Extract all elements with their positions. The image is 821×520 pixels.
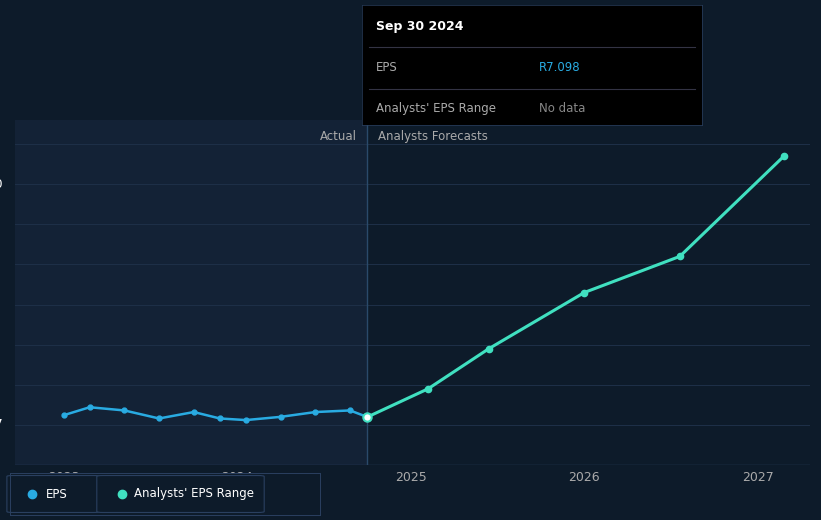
Text: R7.098: R7.098 <box>539 61 580 74</box>
FancyBboxPatch shape <box>97 475 264 513</box>
Text: Analysts' EPS Range: Analysts' EPS Range <box>134 488 254 500</box>
Bar <box>15 120 367 465</box>
Text: Actual: Actual <box>320 129 357 142</box>
Text: Sep 30 2024: Sep 30 2024 <box>375 20 463 33</box>
Text: R10: R10 <box>0 178 3 191</box>
Text: No data: No data <box>539 102 585 115</box>
Text: Analysts Forecasts: Analysts Forecasts <box>378 129 488 142</box>
FancyBboxPatch shape <box>7 475 100 513</box>
Text: EPS: EPS <box>375 61 397 74</box>
Text: R7: R7 <box>0 419 3 432</box>
Text: EPS: EPS <box>46 488 67 500</box>
Text: Analysts' EPS Range: Analysts' EPS Range <box>375 102 496 115</box>
